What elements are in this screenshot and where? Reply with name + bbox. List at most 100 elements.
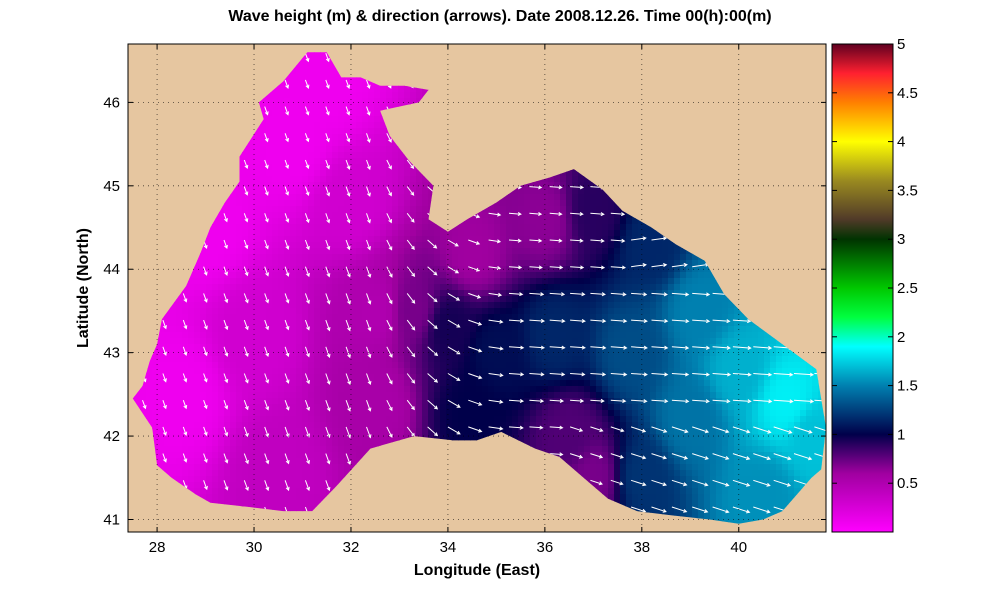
height-cell	[650, 242, 657, 249]
height-cell	[662, 260, 669, 267]
height-cell	[422, 206, 429, 213]
height-cell	[446, 230, 453, 237]
height-cell	[380, 278, 387, 285]
height-cell	[290, 182, 297, 189]
height-cell	[404, 212, 411, 219]
height-cell	[422, 230, 429, 237]
height-cell	[488, 278, 495, 285]
height-cell	[482, 284, 489, 291]
height-cell	[296, 116, 303, 123]
height-cell	[350, 290, 357, 297]
height-cell	[662, 248, 669, 255]
height-cell	[590, 248, 597, 255]
height-cell	[320, 110, 327, 117]
height-cell	[374, 116, 381, 123]
height-cell	[260, 194, 267, 201]
height-cell	[374, 260, 381, 267]
height-cell	[242, 236, 249, 243]
height-cell	[236, 236, 243, 243]
height-cell	[584, 224, 591, 231]
height-cell	[356, 254, 363, 261]
height-cell	[314, 74, 321, 81]
height-cell	[260, 284, 267, 291]
height-cell	[536, 278, 543, 285]
height-cell	[392, 188, 399, 195]
height-cell	[314, 164, 321, 171]
height-cell	[554, 284, 561, 291]
height-cell	[554, 266, 561, 273]
height-cell	[326, 62, 333, 69]
height-cell	[326, 206, 333, 213]
height-cell	[578, 194, 585, 201]
height-cell	[242, 254, 249, 261]
height-cell	[482, 230, 489, 237]
height-cell	[380, 104, 387, 111]
height-cell	[230, 296, 237, 303]
height-cell	[380, 182, 387, 189]
height-cell	[584, 200, 591, 207]
height-cell	[260, 128, 267, 135]
height-cell	[266, 146, 273, 153]
height-cell	[524, 254, 531, 261]
height-cell	[386, 182, 393, 189]
height-cell	[398, 296, 405, 303]
height-cell	[302, 254, 309, 261]
height-cell	[596, 278, 603, 285]
height-cell	[596, 272, 603, 279]
height-cell	[686, 254, 693, 261]
height-cell	[332, 170, 339, 177]
height-cell	[656, 278, 663, 285]
height-cell	[596, 218, 603, 225]
height-cell	[590, 260, 597, 267]
height-cell	[326, 170, 333, 177]
height-cell	[608, 224, 615, 231]
height-cell	[368, 98, 375, 105]
height-cell	[332, 128, 339, 135]
height-cell	[620, 218, 627, 225]
height-cell	[368, 164, 375, 171]
height-cell	[338, 128, 345, 135]
height-cell	[596, 230, 603, 237]
height-cell	[326, 146, 333, 153]
height-cell	[626, 278, 633, 285]
height-cell	[260, 200, 267, 207]
height-cell	[572, 236, 579, 243]
height-cell	[296, 254, 303, 261]
height-cell	[572, 290, 579, 297]
height-cell	[374, 128, 381, 135]
height-cell	[344, 260, 351, 267]
height-cell	[326, 200, 333, 207]
height-cell	[572, 242, 579, 249]
height-cell	[332, 116, 339, 123]
height-cell	[290, 248, 297, 255]
height-cell	[224, 230, 231, 237]
height-cell	[362, 236, 369, 243]
height-cell	[542, 182, 549, 189]
height-cell	[218, 218, 225, 225]
height-cell	[506, 260, 513, 267]
height-cell	[254, 266, 261, 273]
height-cell	[518, 260, 525, 267]
height-cell	[350, 206, 357, 213]
height-cell	[692, 272, 699, 279]
height-cell	[542, 290, 549, 297]
height-cell	[368, 104, 375, 111]
height-cell	[380, 170, 387, 177]
height-cell	[302, 284, 309, 291]
height-cell	[542, 224, 549, 231]
height-cell	[350, 146, 357, 153]
height-cell	[374, 140, 381, 147]
height-cell	[182, 290, 189, 297]
height-cell	[386, 158, 393, 165]
height-cell	[500, 218, 507, 225]
height-cell	[614, 236, 621, 243]
height-cell	[398, 254, 405, 261]
height-cell	[290, 230, 297, 237]
height-cell	[320, 56, 327, 63]
height-cell	[602, 296, 609, 303]
height-cell	[608, 206, 615, 213]
height-cell	[320, 158, 327, 165]
height-cell	[698, 272, 705, 279]
height-cell	[410, 236, 417, 243]
